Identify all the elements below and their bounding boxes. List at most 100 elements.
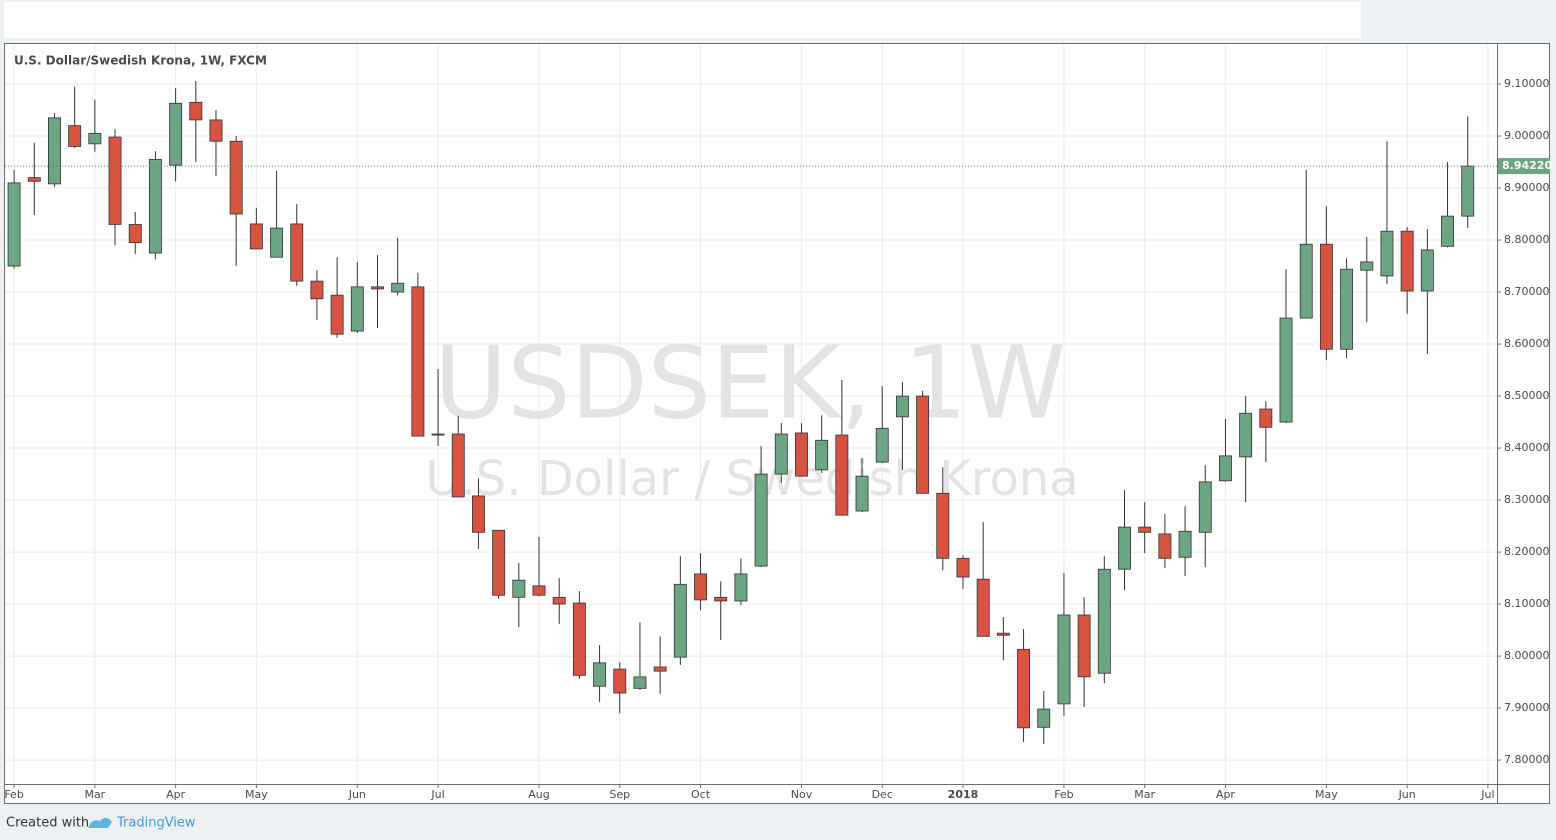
y-tick-label: 7.90000 xyxy=(1504,701,1550,714)
x-tick-label: May xyxy=(1315,788,1338,801)
candle-body xyxy=(613,668,627,694)
x-tick-label: Mar xyxy=(1134,788,1155,801)
candle-body xyxy=(795,432,808,477)
candle-body xyxy=(835,434,849,516)
candle-body xyxy=(875,427,889,463)
y-tick-label: 8.60000 xyxy=(1504,337,1550,350)
candle-body xyxy=(209,119,223,142)
candle-body xyxy=(1057,614,1071,705)
candle-body xyxy=(68,125,82,147)
chart-title: U.S. Dollar/Swedish Krona, 1W, FXCM xyxy=(14,54,267,68)
axes: 7.80000 7.90000 8.00000 8.10000 8.20000 8.300… xyxy=(4,77,1552,801)
candle-body xyxy=(916,395,930,494)
candle-body xyxy=(895,395,909,418)
candle-body xyxy=(270,227,284,258)
candle-body xyxy=(330,294,344,335)
candle-body xyxy=(229,140,243,215)
candle-body xyxy=(1319,243,1333,350)
candle-body xyxy=(653,666,667,672)
candle-body xyxy=(1077,614,1091,678)
candle-body xyxy=(169,102,183,166)
candle-body xyxy=(1178,530,1192,558)
y-tick-label: 8.10000 xyxy=(1504,597,1550,610)
candle-body xyxy=(371,286,384,290)
candle-body xyxy=(189,101,203,121)
y-tick-label: 8.50000 xyxy=(1504,389,1550,402)
candle-body xyxy=(1259,408,1273,428)
x-tick-label: Feb xyxy=(1054,788,1073,801)
x-tick-label: Apr xyxy=(166,788,186,801)
candle-body xyxy=(1158,533,1172,559)
tradingview-logo xyxy=(88,817,112,828)
candle-body xyxy=(431,433,445,436)
watermark-subtitle: U.S. Dollar / Swedish Krona xyxy=(425,451,1078,507)
y-tick-label: 8.00000 xyxy=(1504,649,1550,662)
candle-body xyxy=(310,280,324,300)
candle-body xyxy=(734,573,748,602)
toolbar-blank xyxy=(4,2,1361,38)
x-tick-label: Jul xyxy=(430,788,444,801)
candle-body xyxy=(451,433,465,498)
candle-body xyxy=(633,676,647,689)
candle-body xyxy=(1218,455,1232,482)
candle-body xyxy=(1380,230,1394,277)
candle-body xyxy=(350,286,364,332)
plot xyxy=(5,80,1497,744)
y-tick-label: 9.10000 xyxy=(1504,77,1550,90)
x-tick-label: Sep xyxy=(609,788,630,801)
x-tick-label: Mar xyxy=(84,788,105,801)
x-tick-label: Jun xyxy=(348,788,366,801)
candle-body xyxy=(391,282,405,293)
x-tick-label: Aug xyxy=(528,788,549,801)
y-tick-label: 8.70000 xyxy=(1504,285,1550,298)
x-tick-label: Dec xyxy=(872,788,893,801)
candle-body xyxy=(855,475,869,512)
footer-text: Created with xyxy=(6,816,89,831)
watermark: USDSEK, 1W xyxy=(434,324,1066,441)
candle-body xyxy=(1461,165,1475,217)
y-tick-label: 8.90000 xyxy=(1504,181,1550,194)
candle-body xyxy=(815,439,829,471)
y-tick-label: 7.80000 xyxy=(1504,753,1550,766)
candle-body xyxy=(1420,249,1434,292)
y-tick-label: 8.40000 xyxy=(1504,441,1550,454)
candle-body xyxy=(249,223,263,250)
candle-body xyxy=(1037,708,1051,728)
x-tick-label: 2018 xyxy=(948,788,979,801)
candle-body xyxy=(694,573,707,601)
candle-body xyxy=(1441,215,1454,247)
candle-body xyxy=(7,182,21,267)
y-tick-label: 8.20000 xyxy=(1504,545,1550,558)
candle-body xyxy=(148,159,162,254)
candle-body xyxy=(1097,568,1111,674)
candle-body xyxy=(754,473,768,567)
candle-body xyxy=(512,579,526,598)
candle-body xyxy=(492,529,506,596)
last-price-box xyxy=(1498,158,1550,175)
x-tick-label: May xyxy=(245,788,268,801)
candle-body xyxy=(128,224,142,244)
x-tick-label: Feb xyxy=(4,788,23,801)
candle-body xyxy=(1400,230,1414,292)
candle-body xyxy=(1198,481,1212,533)
x-tick-label: Jun xyxy=(1398,788,1416,801)
candle-body xyxy=(936,492,950,559)
candle-body xyxy=(593,662,607,687)
candle-body xyxy=(1279,317,1293,423)
candle-body xyxy=(290,223,304,282)
candle-body xyxy=(1340,268,1354,350)
footer-brand[interactable]: TradingView xyxy=(116,816,196,831)
candle-body xyxy=(1299,243,1313,319)
candle-body xyxy=(471,495,485,533)
x-tick-label: Jul xyxy=(1480,788,1494,801)
candle-body xyxy=(996,632,1010,636)
logo-icon xyxy=(88,817,112,828)
candle-body xyxy=(411,286,425,437)
candle-body xyxy=(108,136,122,225)
candle-body xyxy=(1118,526,1131,570)
candle-body xyxy=(48,117,61,185)
candle-body xyxy=(552,596,566,605)
y-tick-label: 9.00000 xyxy=(1504,129,1550,142)
candle-body xyxy=(774,433,788,475)
